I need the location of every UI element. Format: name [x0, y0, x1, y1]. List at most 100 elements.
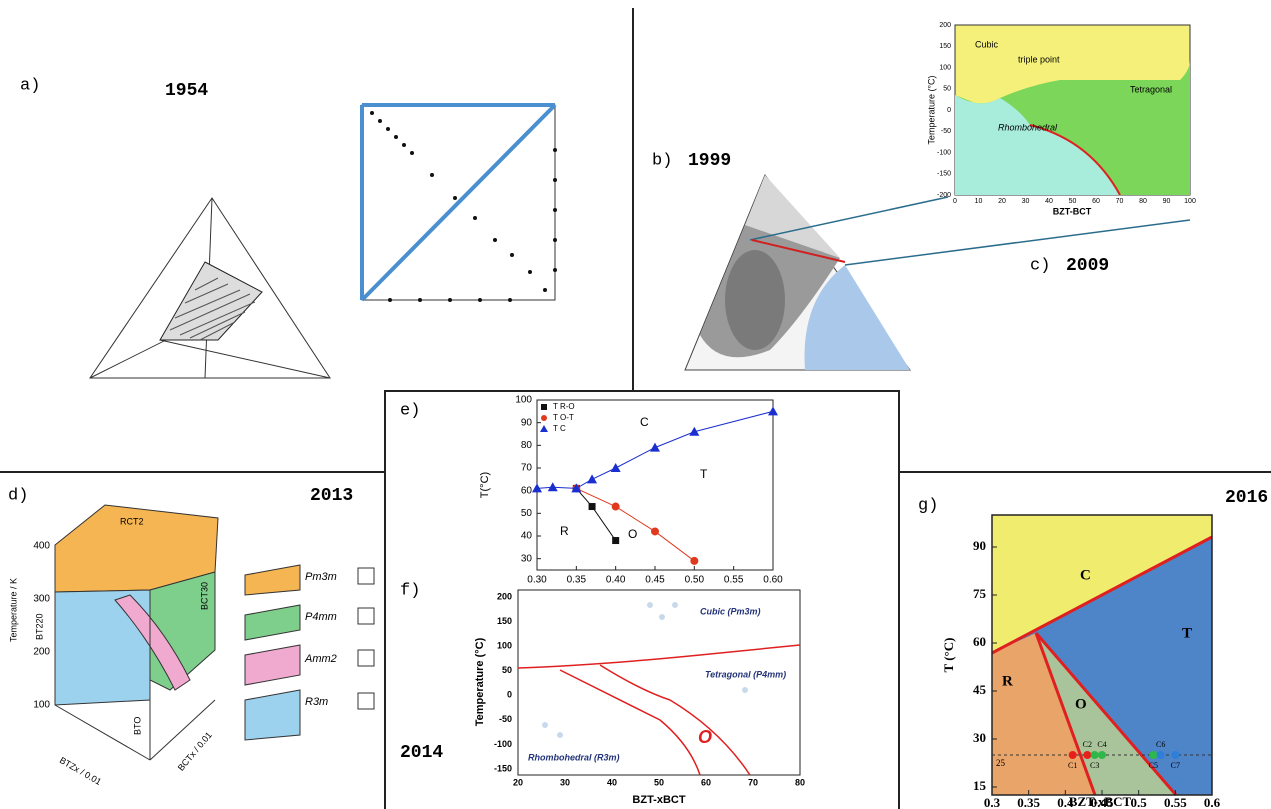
point-label: C5 [1149, 761, 1158, 770]
phase-label: P4mm [305, 611, 337, 623]
point-label: C6 [1156, 740, 1165, 749]
y-tick-label: -100 [494, 739, 512, 749]
data-point [1098, 751, 1106, 759]
region-label: O [1075, 696, 1087, 712]
region-label: R [1002, 673, 1013, 689]
legend-marker [541, 415, 547, 421]
y-tick-label: 30 [973, 730, 986, 745]
y-tick-label: 90 [973, 538, 986, 553]
x-tick-label: 50 [1069, 198, 1077, 205]
plot-frame [537, 400, 773, 570]
annotation: O [698, 727, 712, 747]
x-tick-label: 30 [1022, 198, 1030, 205]
axis-label: Temperature / K [8, 578, 18, 642]
data-point [612, 503, 620, 511]
y-tick-label: 150 [497, 616, 512, 626]
legend-marker [541, 404, 547, 410]
x-tick-label: 0.35 [567, 575, 587, 586]
x-tick-label: 40 [1045, 198, 1053, 205]
x-tick-label: 0.5 [1131, 795, 1148, 809]
data-point [612, 537, 619, 544]
y-tick-label: 200 [33, 647, 50, 658]
y-tick-label: 50 [502, 665, 512, 675]
x-tick-label: 60 [1092, 198, 1100, 205]
x-tick-label: 0.60 [763, 575, 783, 586]
y-tick-label: 100 [939, 64, 951, 71]
data-point [1171, 751, 1179, 759]
y-tick-label: 45 [973, 682, 987, 697]
y-tick-label: 70 [521, 463, 533, 474]
panel-label: a) [20, 76, 40, 95]
x-tick-label: 70 [1116, 198, 1124, 205]
data-point [768, 406, 778, 415]
x-tick-label: 0.4 [1057, 795, 1074, 809]
panel-label: e) [400, 401, 420, 420]
y-tick-label: 400 [33, 541, 50, 552]
region-label: Cubic [975, 39, 999, 49]
y-tick-label: -150 [937, 171, 951, 178]
axis-label: BCTx / 0.01 [176, 730, 214, 773]
y-tick-label: 15 [973, 778, 987, 793]
square-diagram [362, 105, 557, 302]
x-tick-label: 0.45 [1091, 795, 1114, 809]
x-tick-label: 0.40 [606, 575, 626, 586]
y-tick-label: 40 [521, 531, 533, 542]
x-tick-label: 0.6 [1204, 795, 1221, 809]
y-tick-label: 150 [939, 43, 951, 50]
region-label: O [628, 527, 637, 541]
x-tick-label: 80 [795, 777, 805, 787]
y-tick-label: 75 [973, 586, 987, 601]
legend-label: T R-O [553, 402, 575, 411]
axis-label: BZT-xBCT [632, 794, 685, 806]
legend-marker [540, 425, 548, 432]
point-label: C2 [1083, 740, 1092, 749]
reference-label: 25 [996, 758, 1006, 768]
series-line [576, 488, 615, 540]
y-tick-label: 30 [521, 553, 533, 564]
data-point [651, 527, 659, 535]
y-tick-label: 100 [515, 395, 532, 406]
region-label: C [640, 415, 649, 429]
y-tick-label: 100 [33, 700, 50, 711]
phase-label: Amm2 [304, 653, 337, 665]
axis-label: BTZx / 0.01 [58, 755, 103, 787]
x-tick-label: 30 [560, 777, 570, 787]
x-tick-label: 10 [975, 198, 983, 205]
y-tick-label: -50 [941, 128, 951, 135]
ternary-diagram [90, 198, 330, 378]
panel-label: f) [400, 581, 420, 600]
point-label: C1 [1068, 761, 1077, 770]
annotation: Tetragonal (P4mm) [705, 669, 786, 679]
y-tick-label: 50 [521, 508, 533, 519]
region-label: BTO [132, 717, 142, 735]
y-tick-label: 60 [973, 634, 986, 649]
y-tick-label: -200 [937, 192, 951, 199]
y-tick-label: -150 [494, 763, 512, 773]
panel-year: 1954 [165, 81, 208, 101]
panel-year: 2009 [1066, 256, 1109, 276]
x-tick-label: 90 [1163, 198, 1171, 205]
legend-label: T O-T [553, 413, 574, 422]
x-tick-label: 0.35 [1017, 795, 1040, 809]
legend-label: T C [553, 424, 566, 433]
phase-chart [518, 590, 800, 775]
data-point [611, 463, 621, 472]
x-tick-label: 0.3 [984, 795, 1001, 809]
panel-label: g) [918, 496, 938, 515]
y-tick-label: -50 [499, 714, 512, 724]
axis-label: Temperature (°C) [474, 637, 486, 726]
data-point [1069, 751, 1077, 759]
series-line [576, 488, 694, 561]
data-point [589, 503, 596, 510]
data-point [1149, 751, 1157, 759]
y-tick-label: 50 [943, 86, 951, 93]
x-tick-label: 0 [953, 198, 957, 205]
y-tick-label: 0 [947, 107, 951, 114]
phase-diagram-3d [55, 505, 374, 760]
x-tick-label: 20 [998, 198, 1006, 205]
y-tick-label: 200 [939, 22, 951, 29]
region-label: Rhombohedral [998, 122, 1058, 132]
panel-label: b) [652, 151, 672, 170]
x-tick-label: 60 [701, 777, 711, 787]
axis-label: BZT-BCT [1053, 206, 1092, 216]
